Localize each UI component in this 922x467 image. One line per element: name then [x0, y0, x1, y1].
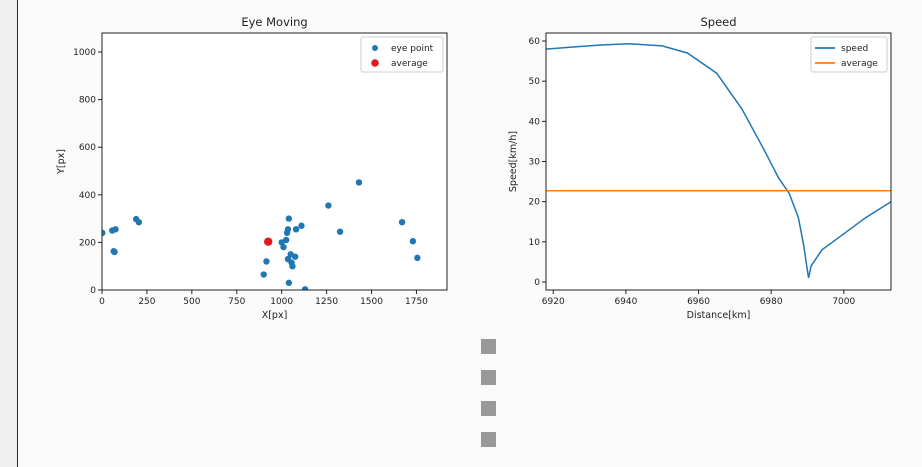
chart-title-0: Eye Moving: [241, 15, 307, 29]
legend-label-1-0: speed: [841, 44, 868, 54]
eye-point-11: [282, 236, 290, 244]
eye-point-26: [355, 179, 363, 186]
x-axis-label-0: X[px]: [262, 310, 288, 321]
plot-frame-0: [101, 32, 448, 291]
x-tick-label-0-6: 1500: [360, 297, 383, 307]
y-axis-label-1: Speed[km/h]: [508, 131, 519, 192]
eye-point-6: [135, 218, 143, 226]
legend-box-0: [360, 36, 444, 73]
eye-point-19: [291, 253, 299, 260]
eye-point-29: [414, 254, 421, 262]
chart-title-1: Speed: [700, 15, 736, 29]
eye-point-23: [301, 286, 309, 290]
y-tick-label-0-1: 200: [79, 238, 96, 248]
eye-point-20: [292, 226, 300, 233]
toolbar-square-1[interactable]: [481, 339, 496, 354]
eye-point-10: [280, 243, 287, 251]
y-tick-label-1-0: 0: [534, 278, 540, 288]
eye-point-2: [112, 226, 119, 233]
eye-point-4: [111, 248, 118, 256]
x-tick-label-0-3: 750: [228, 297, 245, 307]
y-tick-label-0-3: 600: [79, 143, 96, 153]
y-tick-label-0-5: 1000: [73, 48, 96, 58]
x-tick-label-0-2: 500: [183, 297, 200, 307]
legend-label-0-1: average: [391, 59, 428, 69]
y-tick-label-0-4: 800: [79, 96, 96, 106]
x-tick-label-0-0: 0: [99, 297, 105, 307]
legend-label-1-1: average: [841, 59, 878, 69]
eye-point-0: [102, 229, 106, 237]
eye-point-24: [325, 202, 332, 209]
x-tick-label-1-4: 7000: [832, 297, 855, 307]
eye-point-7: [260, 271, 267, 278]
eye-point-28: [409, 238, 417, 245]
legend-marker-0-0: [372, 45, 378, 51]
eye-point-21: [298, 222, 305, 229]
eye-point-27: [398, 218, 406, 226]
y-tick-label-1-1: 10: [529, 238, 541, 248]
x-tick-label-1-0: 6920: [542, 297, 565, 307]
legend-label-0-0: eye point: [391, 44, 434, 54]
x-tick-label-1-1: 6940: [614, 297, 637, 307]
average-point-0: [264, 237, 273, 246]
toolbar-square-4[interactable]: [481, 432, 496, 447]
x-tick-label-0-4: 1000: [270, 297, 293, 307]
eye-point-25: [336, 228, 344, 235]
plot-frame-1: [545, 32, 892, 291]
plot-area-0: [102, 33, 447, 290]
data-layer-0: [102, 179, 421, 290]
y-tick-label-1-6: 60: [529, 37, 541, 47]
x-tick-label-0-7: 1750: [405, 297, 428, 307]
eye-point-14: [285, 215, 293, 222]
y-tick-label-1-4: 40: [529, 117, 541, 127]
eye-point-18: [289, 263, 296, 270]
figure-canvas: Eye Moving 0 250 500 750 1000 1250 1500 1750 0 200…: [17, 0, 922, 467]
eye-point-8: [263, 258, 270, 265]
y-axis-label-0: Y[px]: [56, 149, 67, 175]
speed-line: [546, 43, 891, 279]
toolbar-square-2[interactable]: [481, 370, 496, 385]
y-tick-label-0-0: 0: [90, 286, 96, 296]
x-tick-label-1-2: 6960: [687, 297, 710, 307]
data-layer-1: [546, 43, 891, 279]
x-tick-label-0-5: 1250: [315, 297, 338, 307]
y-tick-label-0-2: 400: [79, 191, 96, 201]
eye-point-22: [285, 279, 293, 287]
x-tick-label-0-1: 250: [138, 297, 155, 307]
x-tick-label-1-3: 6980: [760, 297, 783, 307]
legend-marker-0-1: [371, 59, 379, 67]
y-tick-label-1-3: 30: [529, 158, 541, 168]
x-axis-label-1: Distance[km]: [687, 310, 751, 321]
y-tick-label-1-2: 20: [529, 198, 541, 208]
y-tick-label-1-5: 50: [529, 77, 541, 87]
eye-point-13: [284, 226, 292, 233]
toolbar-square-3[interactable]: [481, 401, 496, 416]
